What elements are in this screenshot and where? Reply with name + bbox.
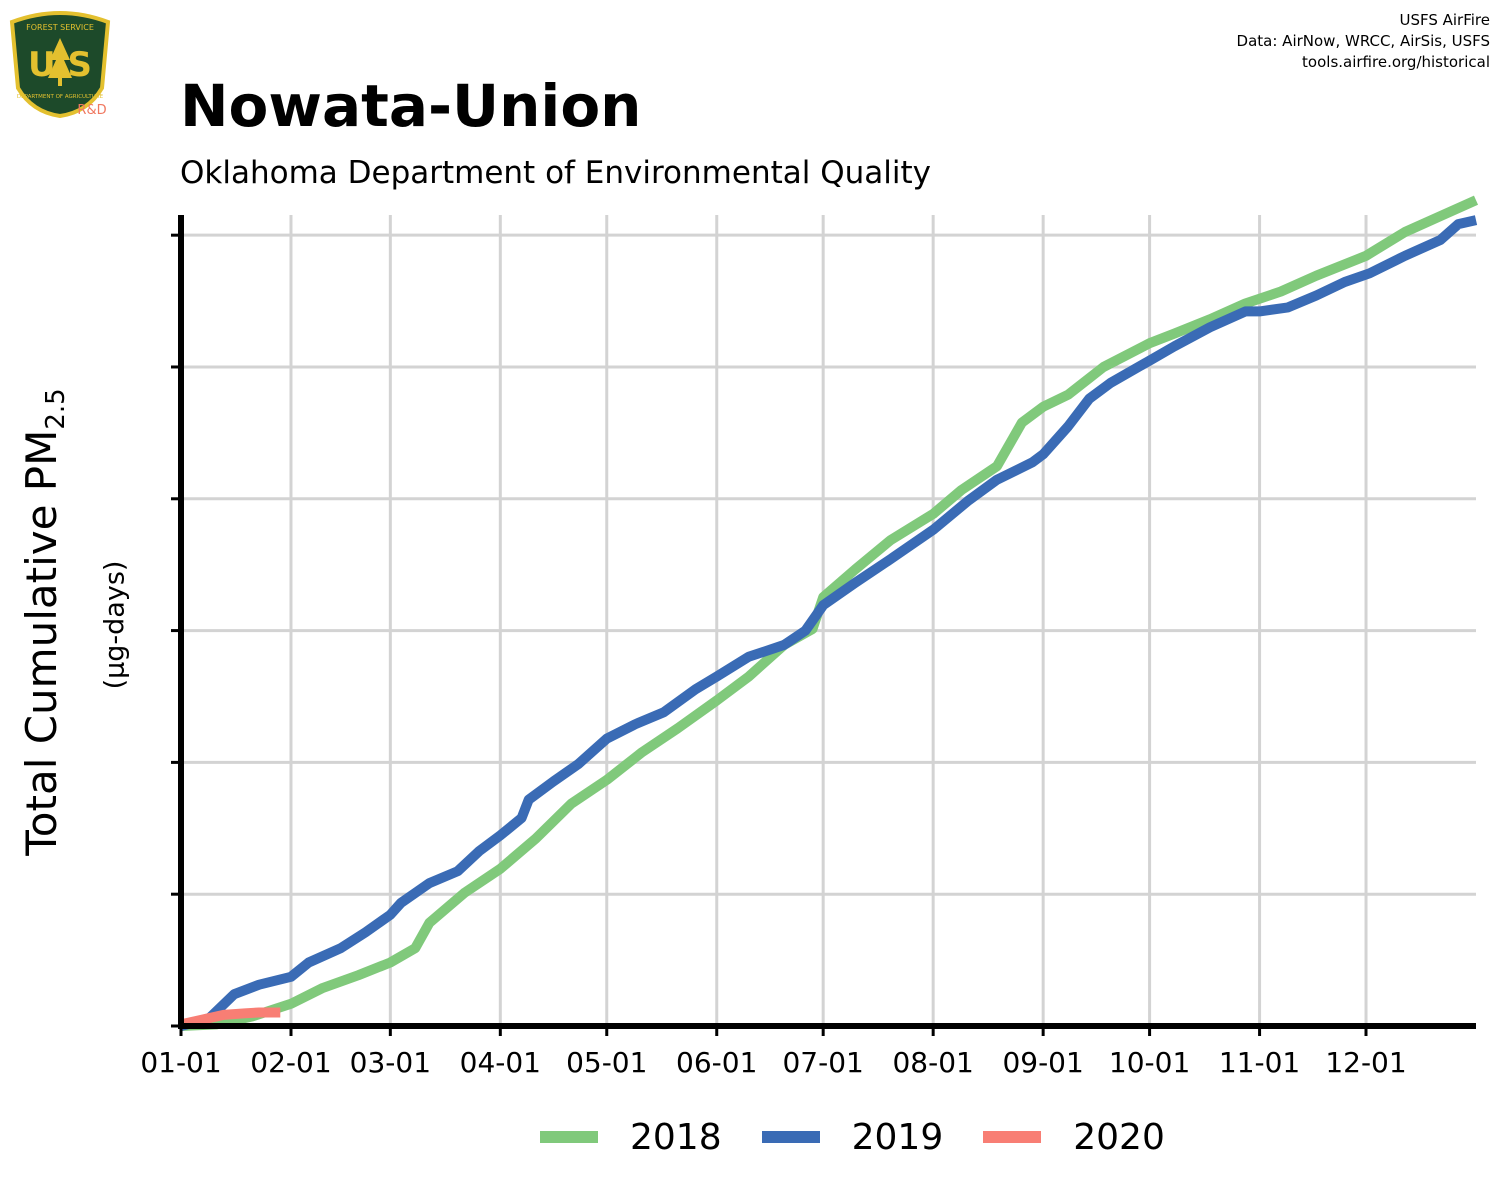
usfs-shield-logo: FOREST SERVICE U S DEPARTMENT OF AGRICUL… [9, 11, 111, 119]
logo-bottom-text: DEPARTMENT OF AGRICULTURE [17, 94, 104, 100]
credit-line: Data: AirNow, WRCC, AirSis, USFS [1236, 32, 1490, 50]
x-tick-label: 04-01 [460, 1046, 541, 1079]
x-tick-labels: 01-01 02-01 03-01 04-01 05-01 06-01 07-01 08-01… [140, 1046, 1406, 1079]
x-tick-label: 08-01 [892, 1046, 973, 1079]
legend-label: 2018 [630, 1116, 722, 1158]
series-lines [179, 195, 1479, 1031]
legend-swatch [983, 1131, 1042, 1143]
grid-lines [181, 215, 1476, 1026]
legend-label: 2020 [1073, 1116, 1165, 1158]
credits: USFS AirFire Data: AirNow, WRCC, AirSis,… [1237, 10, 1490, 73]
legend-swatch [761, 1131, 820, 1143]
x-tick-label: 02-01 [250, 1046, 331, 1079]
x-tick-label: 03-01 [350, 1046, 431, 1079]
x-tick-label: 01-01 [140, 1046, 221, 1079]
legend-item-2020: 2020 [983, 1117, 1165, 1158]
credit-line: USFS AirFire [1399, 11, 1490, 29]
x-tick-label: 09-01 [1002, 1046, 1083, 1079]
x-tick-label: 12-01 [1325, 1046, 1406, 1079]
legend-swatch [540, 1131, 598, 1143]
series-line-2019 [179, 215, 1478, 1031]
x-tick-label: 07-01 [782, 1046, 863, 1079]
series-line-2020 [179, 1007, 281, 1030]
chart-subtitle: Oklahoma Department of Environmental Qua… [180, 155, 931, 191]
legend-item-2018: 2018 [540, 1117, 722, 1158]
logo-top-text: FOREST SERVICE [26, 23, 94, 32]
series-line-2018 [180, 195, 1479, 1031]
legend: 2018 2019 2020 [540, 1112, 1205, 1162]
x-tick-label: 10-01 [1109, 1046, 1190, 1079]
chart-title: Nowata-Union [180, 72, 642, 140]
logo-badge: R&D [77, 103, 106, 118]
tree-icon [48, 38, 72, 78]
legend-label: 2019 [851, 1116, 944, 1158]
x-tick-label: 11-01 [1219, 1046, 1300, 1079]
x-tick-label: 05-01 [566, 1046, 647, 1079]
credit-line: tools.airfire.org/historical [1302, 53, 1490, 71]
legend-item-2019: 2019 [761, 1116, 944, 1158]
x-tick-label: 06-01 [676, 1046, 757, 1079]
axes [171, 215, 1476, 1036]
